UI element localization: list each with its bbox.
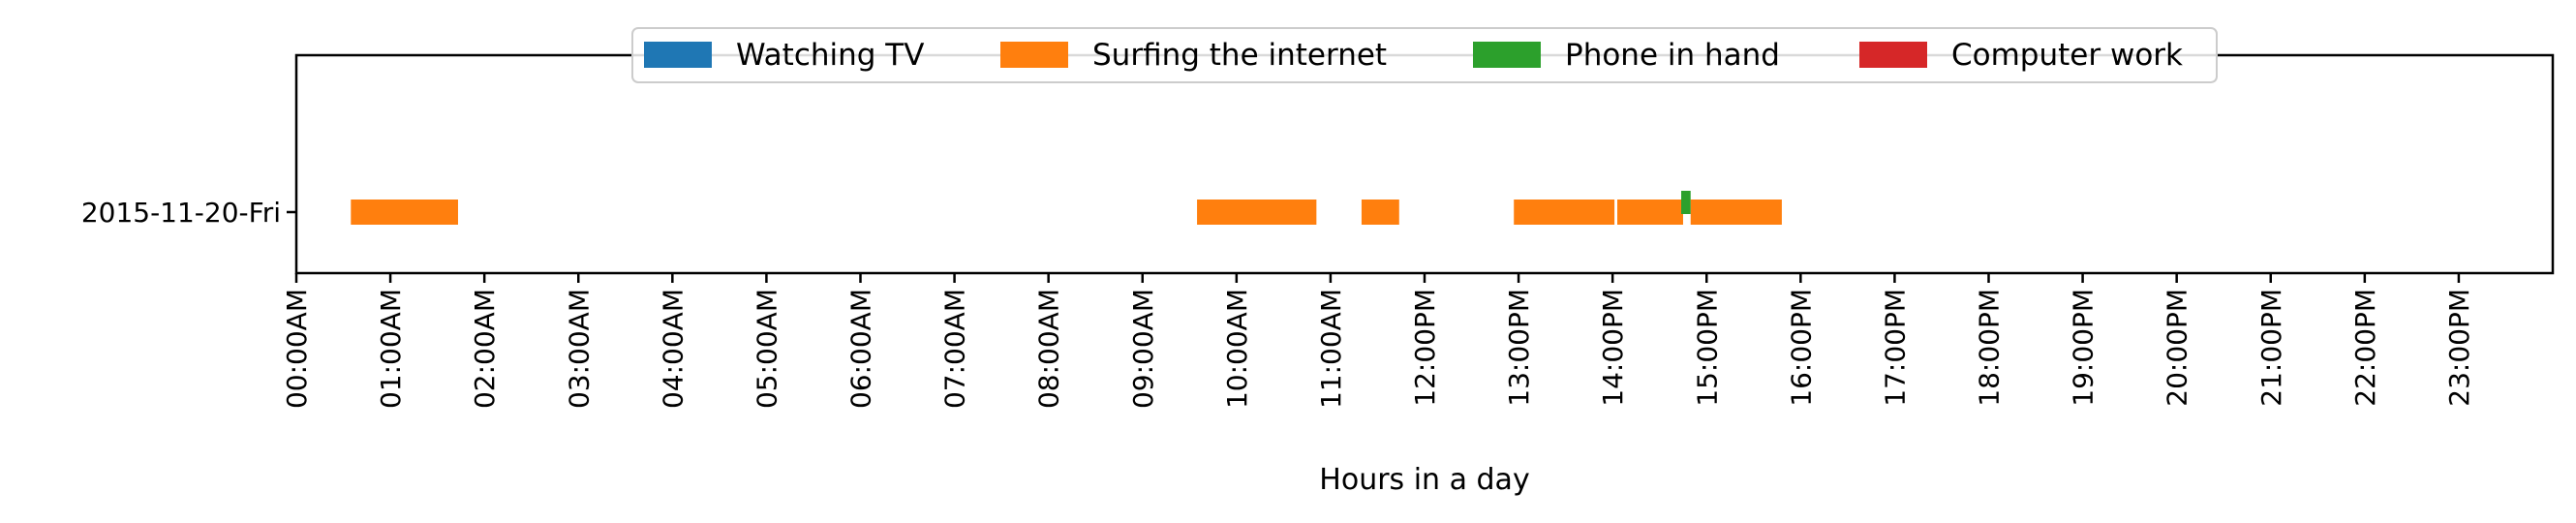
activity-bar — [1681, 191, 1691, 214]
activity-bar — [351, 200, 458, 225]
x-tick-label: 04:00AM — [657, 289, 689, 409]
activity-bar — [1617, 200, 1683, 225]
x-tick-label: 02:00AM — [469, 289, 501, 409]
y-axis: 2015-11-20-Fri — [81, 197, 296, 229]
legend-label: Phone in hand — [1565, 38, 1780, 73]
x-tick-label: 09:00AM — [1127, 289, 1159, 409]
x-tick-label: 17:00PM — [1879, 289, 1911, 407]
legend-label: Computer work — [1951, 38, 2183, 73]
legend-label: Watching TV — [736, 38, 924, 73]
legend-swatch — [1473, 42, 1541, 68]
x-tick-label: 01:00AM — [375, 289, 407, 409]
x-tick-label: 18:00PM — [1974, 289, 2006, 407]
x-axis-title: Hours in a day — [1319, 463, 1529, 497]
x-tick-label: 10:00AM — [1221, 289, 1253, 409]
x-tick-label: 22:00PM — [2349, 289, 2381, 407]
legend-item: Surfing the internet — [1000, 38, 1387, 73]
legend: Watching TV Surfing the internet Phone in … — [631, 27, 2218, 83]
x-tick-label: 03:00AM — [563, 289, 595, 409]
y-tick-label: 2015-11-20-Fri — [81, 197, 281, 229]
activity-bar — [1197, 200, 1317, 225]
activity-bars — [351, 191, 1782, 225]
legend-swatch — [644, 42, 712, 68]
x-tick-label: 00:00AM — [281, 289, 313, 409]
x-tick-label: 13:00PM — [1503, 289, 1535, 407]
x-tick-label: 21:00PM — [2255, 289, 2287, 407]
x-tick-label: 12:00PM — [1409, 289, 1441, 407]
x-tick-label: 23:00PM — [2443, 289, 2475, 407]
legend-swatch — [1859, 42, 1927, 68]
activity-bar — [1361, 200, 1399, 225]
legend-item: Watching TV — [644, 38, 924, 73]
activity-bar — [1690, 200, 1782, 225]
x-tick-label: 08:00AM — [1033, 289, 1065, 409]
x-tick-label: 19:00PM — [2068, 289, 2100, 407]
x-tick-label: 05:00AM — [751, 289, 782, 409]
x-tick-label: 16:00PM — [1785, 289, 1817, 407]
x-tick-label: 11:00AM — [1315, 289, 1347, 409]
x-tick-label: 15:00PM — [1691, 289, 1723, 407]
x-tick-label: 06:00AM — [845, 289, 877, 409]
legend-item: Phone in hand — [1473, 38, 1780, 73]
x-tick-label: 20:00PM — [2162, 289, 2193, 407]
plot-frame — [294, 53, 2555, 275]
x-axis: 00:00AM 01:00AM 02:00AM 03:00AM 04:00AM 05:00… — [281, 273, 2475, 409]
x-tick-label: 14:00PM — [1597, 289, 1629, 407]
legend-item: Computer work — [1859, 38, 2183, 73]
x-tick-label: 07:00AM — [939, 289, 971, 409]
activity-bar — [1514, 200, 1615, 225]
legend-label: Surfing the internet — [1092, 38, 1387, 73]
legend-swatch — [1000, 42, 1068, 68]
